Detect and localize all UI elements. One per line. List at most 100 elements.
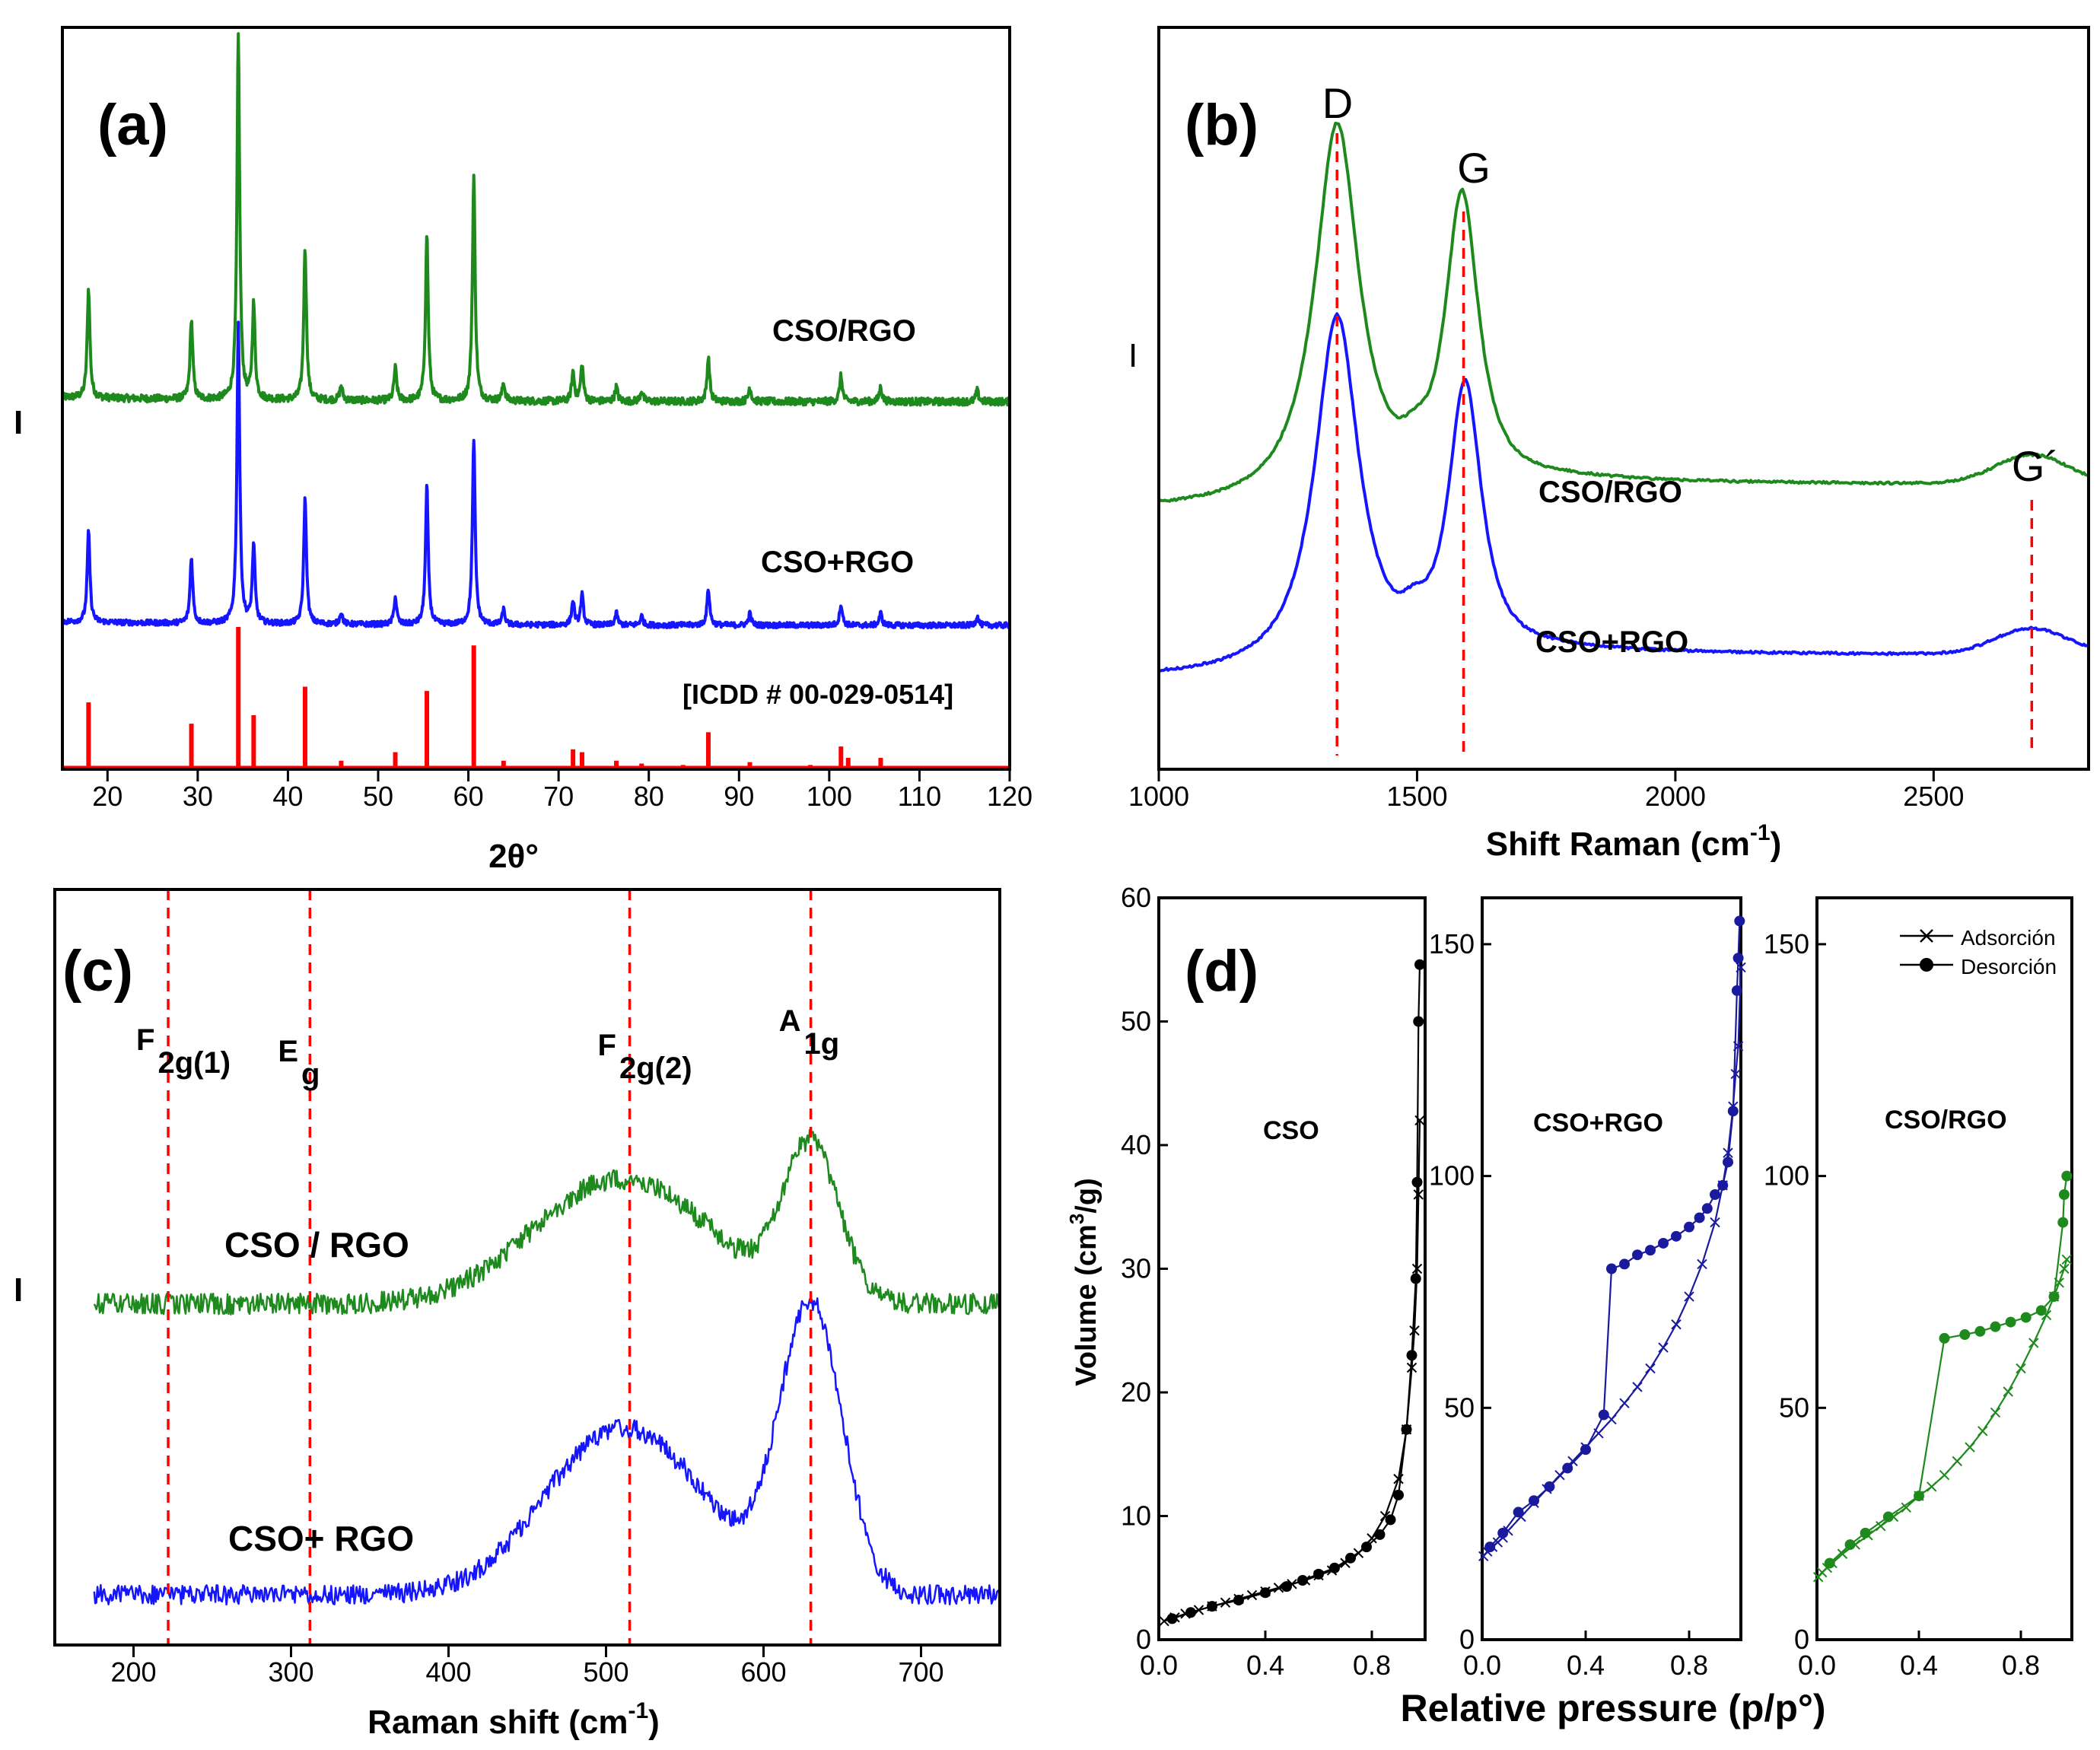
adsorption-point-0-20 bbox=[1406, 1362, 1418, 1373]
adsorption-point-1-21 bbox=[1710, 1217, 1720, 1228]
panel-d-y-tick-label-0-30: 30 bbox=[1121, 1253, 1151, 1284]
panel-c-series-label-cso-rgo: CSO / RGO bbox=[224, 1225, 409, 1265]
desorption-point-1-11 bbox=[1658, 1237, 1669, 1249]
desorption-point-0-13 bbox=[1297, 1575, 1308, 1586]
desorption-point-2-11 bbox=[1914, 1491, 1924, 1502]
desorption-point-1-5 bbox=[1717, 1179, 1729, 1191]
desorption-line-1 bbox=[1489, 921, 1741, 1548]
desorption-point-2-5 bbox=[2020, 1312, 2032, 1323]
panel-d-x-tick-label-1-0: 0.0 bbox=[1463, 1650, 1501, 1681]
panel-d-y-tick-label-1-50: 50 bbox=[1444, 1392, 1475, 1423]
desorption-point-1-6 bbox=[1710, 1189, 1720, 1200]
panel-c-plot bbox=[93, 889, 1001, 1645]
desorption-point-0-16 bbox=[1233, 1595, 1244, 1605]
panel-c-x-axis-title: Raman shift (cm-1) bbox=[368, 1698, 660, 1741]
adsorption-point-1-25 bbox=[1730, 1068, 1741, 1080]
panel-a-x-tick-label-70: 70 bbox=[543, 781, 574, 812]
desorption-point-2-14 bbox=[1844, 1539, 1856, 1551]
mode-label-sub-1: g bbox=[301, 1058, 320, 1091]
adsorption-point-2-19 bbox=[2028, 1338, 2039, 1348]
desorption-point-1-19 bbox=[1544, 1481, 1555, 1492]
adsorption-point-2-15 bbox=[1978, 1426, 1988, 1437]
desorption-point-1-4 bbox=[1723, 1157, 1733, 1168]
band-label-g-prime: G´ bbox=[2012, 442, 2059, 490]
panel-c-x-tick-label-300: 300 bbox=[268, 1656, 313, 1688]
panel-c-frame bbox=[53, 888, 1001, 1647]
desorption-point-0-10 bbox=[1345, 1552, 1356, 1564]
panel-b-plot bbox=[1157, 122, 2089, 756]
adsorption-point-0-5 bbox=[1220, 1597, 1231, 1608]
panel-d-y-tick-label-2-150: 150 bbox=[1764, 928, 1809, 959]
desorption-line-2 bbox=[1829, 1176, 2068, 1564]
panel-a-x-axis-title: 2θ° bbox=[488, 838, 539, 875]
panel-a-x-tick-label-120: 120 bbox=[987, 781, 1032, 812]
mode-label-0: F2g(1) bbox=[136, 1023, 231, 1080]
mode-label-2: F2g(2) bbox=[598, 1029, 692, 1085]
raman-curve-cso-plus-rgo bbox=[93, 1297, 1001, 1606]
adsorption-point-1-14 bbox=[1619, 1398, 1630, 1408]
adsorption-point-2-17 bbox=[2003, 1386, 2013, 1397]
panel-b-x-tick-label-2500: 2500 bbox=[1903, 781, 1964, 812]
band-label-d: D bbox=[1322, 79, 1353, 127]
panel-d-frame-2 bbox=[1815, 896, 2073, 1641]
desorption-point-0-6 bbox=[1393, 1489, 1404, 1500]
panel-a-series-label-cso-rgo: CSO/RGO bbox=[772, 314, 916, 348]
panel-d-y-tick-label-0-20: 20 bbox=[1121, 1376, 1151, 1408]
panel-c: 200 300 400 500 600 700 (c) F2g(1) EgF2g(2)A1g… bbox=[14, 888, 1001, 1741]
desorption-point-1-17 bbox=[1580, 1444, 1591, 1456]
desorption-point-2-15 bbox=[1824, 1558, 1835, 1569]
xrd-curve-cso-rgo bbox=[61, 32, 1011, 407]
adsorption-point-2-13 bbox=[1952, 1456, 1962, 1467]
panel-a-x-tick-label-80: 80 bbox=[634, 781, 664, 812]
adsorption-point-1-23 bbox=[1723, 1147, 1733, 1158]
panel-d-y-tick-label-2-0: 0 bbox=[1794, 1624, 1809, 1655]
adsorption-line-1 bbox=[1482, 967, 1742, 1558]
desorption-point-1-22 bbox=[1497, 1527, 1509, 1538]
panel-a-plot bbox=[61, 32, 1011, 769]
panel-a-y-axis-title: I bbox=[14, 404, 23, 441]
legend-adsorcion-marker bbox=[1920, 929, 1933, 943]
adsorption-point-1-12 bbox=[1593, 1428, 1604, 1439]
desorption-point-2-12 bbox=[1882, 1511, 1894, 1522]
panel-d-y-tick-label-0-40: 40 bbox=[1121, 1129, 1151, 1160]
panel-c-series-label-cso-plus-rgo: CSO+ RGO bbox=[228, 1519, 414, 1558]
desorption-point-2-0 bbox=[2061, 1170, 2073, 1182]
adsorption-point-1-27 bbox=[1736, 962, 1746, 973]
desorption-point-1-16 bbox=[1598, 1409, 1609, 1421]
panel-b-series-label-cso-rgo: CSO/RGO bbox=[1538, 476, 1682, 509]
raman-curve-cso-plus-rgo bbox=[1158, 312, 2089, 673]
adsorption-point-2-18 bbox=[2016, 1363, 2026, 1374]
adsorption-point-1-16 bbox=[1645, 1363, 1656, 1374]
panel-a-x-tick-label-90: 90 bbox=[724, 781, 754, 812]
desorption-point-0-2 bbox=[1411, 1176, 1423, 1188]
adsorption-point-2-9 bbox=[1901, 1502, 1911, 1513]
adsorption-point-2-16 bbox=[1990, 1407, 2001, 1418]
desorption-point-0-1 bbox=[1413, 1016, 1424, 1027]
panel-d-x-tick-label-2-0.4: 0.4 bbox=[1900, 1650, 1938, 1681]
panel-c-x-ticks: 200 300 400 500 600 700 bbox=[110, 1645, 944, 1688]
desorption-point-0-17 bbox=[1207, 1601, 1217, 1612]
panel-a-x-ticks: 20 30 40 50 60 70 80 90 100 110 120 bbox=[92, 769, 1032, 812]
desorption-point-1-18 bbox=[1562, 1462, 1573, 1474]
desorption-point-0-19 bbox=[1166, 1613, 1178, 1624]
panel-d-y-tick-label-1-150: 150 bbox=[1429, 928, 1475, 959]
desorption-point-2-3 bbox=[2048, 1291, 2060, 1303]
mode-label-3: A1g bbox=[779, 1004, 840, 1061]
desorption-point-2-13 bbox=[1860, 1527, 1871, 1538]
desorption-point-1-15 bbox=[1606, 1263, 1617, 1274]
legend-desorcion-label: Desorción bbox=[1961, 955, 2057, 978]
desorption-point-0-8 bbox=[1374, 1529, 1386, 1540]
panel-a-label: (a) bbox=[97, 93, 168, 158]
desorption-point-0-7 bbox=[1385, 1514, 1396, 1526]
panel-a-series-label-cso-plus-rgo: CSO+RGO bbox=[761, 546, 914, 579]
legend-adsorcion-label: Adsorción bbox=[1961, 926, 2056, 950]
panel-d-y-tick-label-0-10: 10 bbox=[1121, 1500, 1151, 1532]
panel-a-x-tick-label-30: 30 bbox=[183, 781, 213, 812]
adsorption-point-2-22 bbox=[2054, 1278, 2064, 1288]
panel-a-frame bbox=[61, 26, 1011, 771]
desorption-point-1-1 bbox=[1732, 953, 1744, 964]
panel-c-x-tick-label-400: 400 bbox=[425, 1656, 471, 1688]
adsorption-point-1-18 bbox=[1671, 1319, 1682, 1330]
desorption-point-0-18 bbox=[1185, 1607, 1196, 1618]
